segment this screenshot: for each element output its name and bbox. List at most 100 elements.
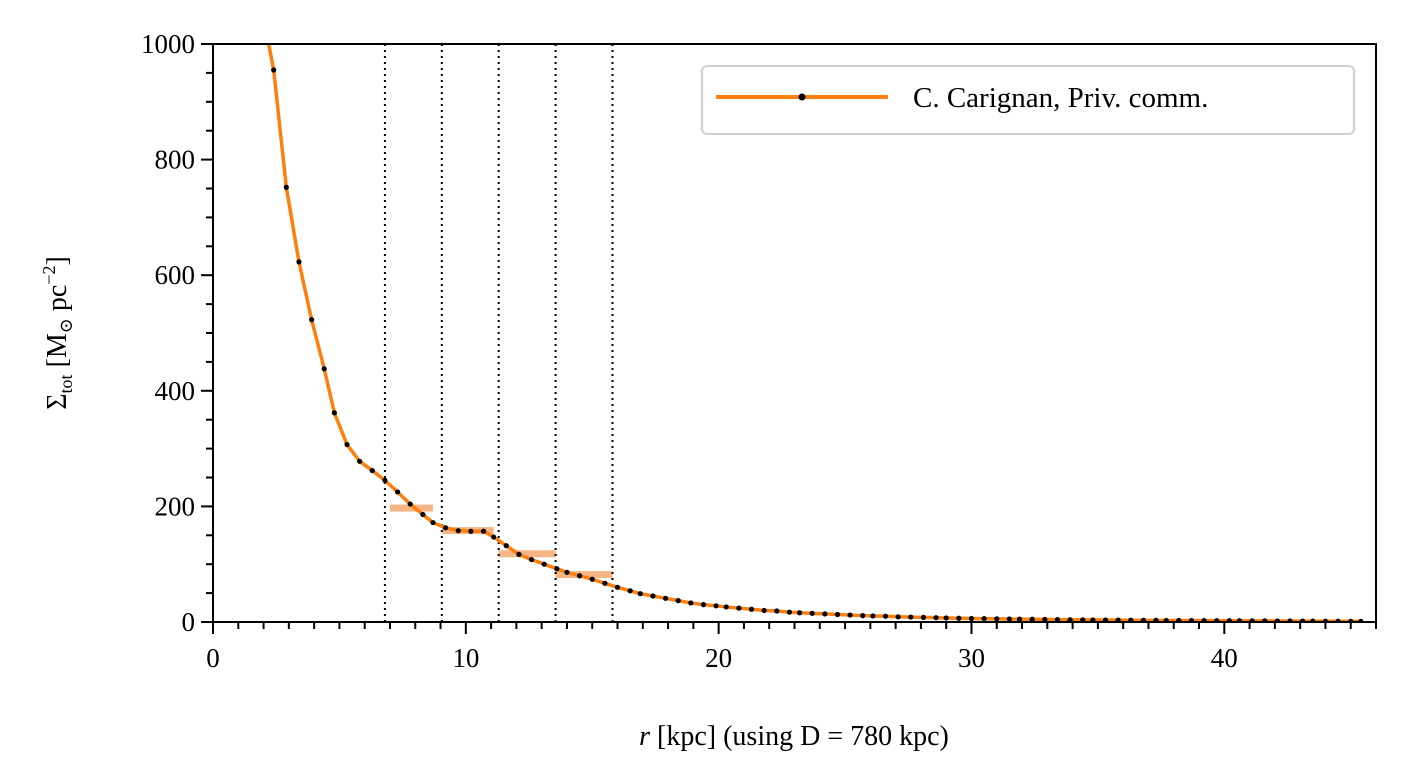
- data-point: [662, 595, 669, 601]
- data-point: [1006, 616, 1013, 622]
- data-point: [627, 588, 633, 594]
- data-point: [554, 566, 560, 572]
- y-axis-label-close: ]: [42, 256, 73, 265]
- x-axis-label-rest: [kpc] (using D = 780 kpc): [650, 721, 949, 752]
- data-point: [394, 489, 401, 495]
- plot-area: [213, 44, 1376, 622]
- data-point: [430, 519, 436, 526]
- x-tick-label: 10: [452, 643, 479, 673]
- data-point: [1016, 616, 1023, 622]
- data-point: [822, 611, 828, 617]
- data-point: [331, 410, 337, 416]
- data-point: [847, 612, 853, 618]
- data-point: [1176, 617, 1182, 622]
- data-point: [309, 317, 315, 323]
- data-point: [541, 561, 547, 567]
- y-tick-label: 400: [155, 376, 196, 406]
- data-point: [860, 613, 866, 619]
- data-point: [602, 580, 608, 586]
- data-point: [870, 613, 876, 619]
- y-axis-ticks: 0 200 400 600 800 1000: [141, 29, 213, 637]
- data-point: [723, 604, 729, 610]
- data-point: [357, 458, 363, 464]
- data-point: [774, 608, 780, 614]
- data-point: [369, 467, 375, 474]
- data-point: [809, 610, 815, 616]
- y-tick-label: 1000: [141, 29, 195, 59]
- data-point: [943, 615, 949, 621]
- data-point: [1090, 617, 1096, 622]
- data-point: [455, 528, 461, 534]
- data-point: [700, 602, 707, 608]
- legend-label: C. Carignan, Priv. comm.: [913, 82, 1208, 114]
- legend-marker-swatch: [798, 93, 806, 101]
- x-axis-ticks: 0 10 20 30 40: [206, 622, 1377, 673]
- data-point: [736, 605, 742, 611]
- data-point: [956, 615, 962, 621]
- data-point: [1115, 617, 1121, 622]
- data-point: [1054, 616, 1061, 622]
- data-point: [589, 576, 595, 582]
- y-axis-label-sup: −2: [39, 266, 59, 285]
- data-point: [895, 614, 901, 620]
- data-point: [296, 259, 302, 265]
- data-point: [321, 366, 327, 372]
- data-point: [1102, 617, 1109, 622]
- data-point: [1080, 617, 1086, 622]
- y-axis-label-sun: ⊙: [56, 318, 76, 333]
- data-point: [344, 441, 350, 448]
- series-layer: [266, 44, 1364, 622]
- y-tick-label: 0: [182, 607, 196, 637]
- legend-box: [701, 65, 1355, 135]
- data-point: [713, 603, 719, 609]
- x-tick-label: 40: [1211, 643, 1238, 673]
- data-point: [748, 606, 755, 612]
- data-point: [1042, 616, 1048, 622]
- data-point: [1140, 617, 1146, 622]
- data-point: [968, 615, 975, 622]
- data-point: [491, 534, 497, 540]
- data-point: [503, 543, 509, 549]
- x-tick-label: 20: [705, 643, 732, 673]
- data-point: [614, 584, 621, 590]
- data-point: [637, 591, 643, 597]
- y-axis-label-symbol: Σ: [42, 393, 73, 409]
- data-point: [796, 610, 803, 616]
- data-point: [675, 598, 681, 604]
- data-point: [480, 528, 487, 534]
- data-point: [420, 511, 426, 518]
- data-point: [516, 551, 522, 557]
- x-axis-label: r [kpc] (using D = 780 kpc): [639, 721, 949, 752]
- x-tick-label: 0: [206, 643, 220, 673]
- data-point: [920, 614, 927, 620]
- data-point: [882, 613, 889, 619]
- data-point: [933, 615, 939, 621]
- y-axis-label-unit-mid: pc: [42, 285, 73, 318]
- data-point: [981, 616, 987, 622]
- data-point: [994, 616, 1000, 622]
- data-point: [468, 528, 474, 534]
- data-point: [283, 184, 289, 190]
- data-point: [443, 525, 449, 531]
- y-tick-label: 800: [155, 145, 196, 175]
- y-axis-label-sub: tot: [56, 374, 76, 393]
- x-axis-label-var: r: [639, 721, 650, 752]
- y-tick-label: 200: [155, 491, 196, 521]
- data-point: [650, 593, 656, 599]
- y-axis-label-unit-open: [M: [42, 333, 73, 374]
- data-point: [382, 477, 388, 483]
- data-point: [1163, 617, 1169, 622]
- data-point: [407, 501, 413, 507]
- legend: C. Carignan, Priv. comm.: [701, 65, 1355, 135]
- data-point: [834, 611, 841, 618]
- data-point: [1153, 617, 1159, 622]
- data-point: [576, 573, 583, 579]
- data-point: [908, 614, 914, 620]
- data-point: [786, 609, 793, 615]
- y-axis-label: Σtot [M⊙ pc−2]: [39, 256, 76, 410]
- data-point: [564, 569, 570, 575]
- data-point: [1067, 617, 1073, 622]
- data-point: [271, 67, 277, 73]
- data-point: [1029, 616, 1035, 622]
- data-point: [1188, 617, 1195, 622]
